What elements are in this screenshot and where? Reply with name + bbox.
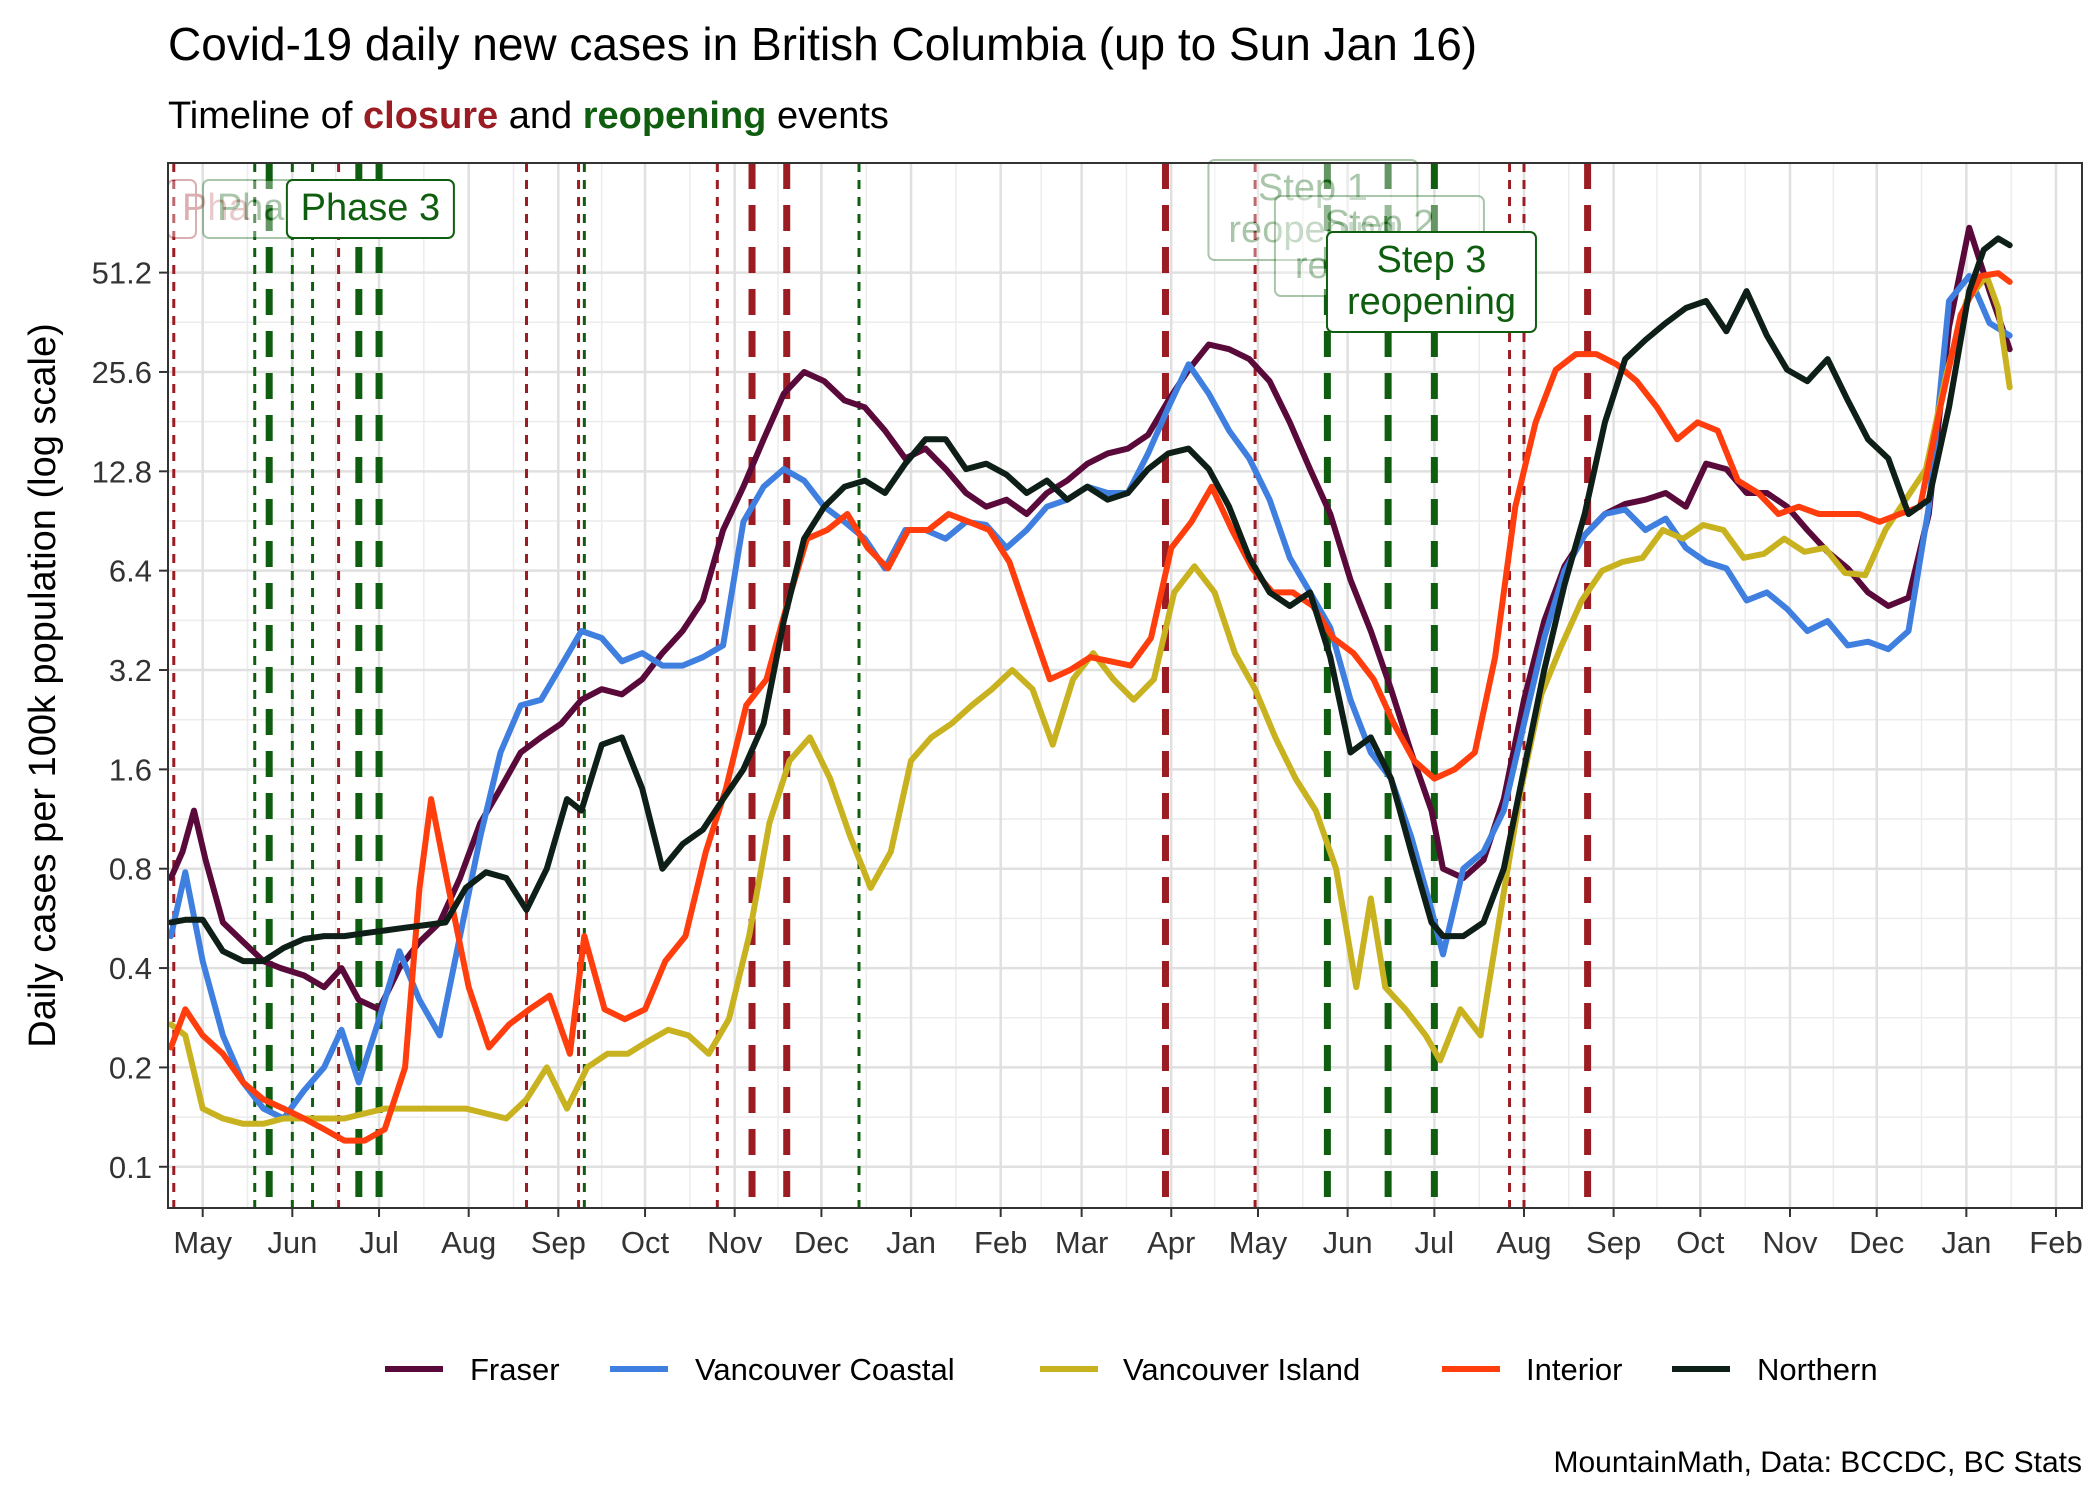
legend-item-vancouver-coastal: Vancouver Coastal <box>610 1352 955 1387</box>
x-tick-label: Dec <box>1849 1225 1904 1260</box>
y-tick-label: 51.2 <box>92 256 152 291</box>
x-tick-label: Oct <box>621 1225 670 1260</box>
y-tick-label: 0.2 <box>109 1050 152 1085</box>
annotation-text: reopening <box>1347 281 1516 323</box>
legend-item-fraser: Fraser <box>385 1352 560 1387</box>
annotation-text: Step 3 <box>1377 239 1487 281</box>
legend-label: Fraser <box>470 1352 560 1387</box>
series-line-vancouver-island <box>167 273 2013 1127</box>
y-tick-label: 6.4 <box>109 554 152 589</box>
legend-item-interior: Interior <box>1442 1352 1622 1387</box>
legend-label: Northern <box>1757 1352 1878 1387</box>
legend-label: Vancouver Coastal <box>695 1352 955 1387</box>
subtitle-middle: and <box>498 95 583 137</box>
legend-label: Interior <box>1526 1352 1622 1387</box>
grid-minor <box>168 163 2082 1208</box>
series-lines <box>167 224 2013 1144</box>
chart-title: Covid-19 daily new cases in British Colu… <box>168 18 1477 70</box>
subtitle-prefix: Timeline of <box>168 95 363 137</box>
legend-item-vancouver-island: Vancouver Island <box>1040 1352 1360 1387</box>
caption: MountainMath, Data: BCCDC, BC Stats <box>1553 1446 2082 1479</box>
y-tick-label: 3.2 <box>109 653 152 688</box>
x-tick-label: Dec <box>794 1225 849 1260</box>
subtitle-reopening: reopening <box>583 95 767 137</box>
x-tick-label: Sep <box>531 1225 586 1260</box>
y-tick-label: 12.8 <box>92 454 152 489</box>
annotation-phase-3: Phase 3 <box>285 179 455 239</box>
chart-subtitle: Timeline of closure and reopening events <box>168 95 889 137</box>
annotation-text: Phase 3 <box>301 187 440 229</box>
annotation-text: Step 1 <box>1258 167 1368 209</box>
x-tick-label: Apr <box>1147 1225 1195 1260</box>
x-tick-label: Jan <box>886 1225 936 1260</box>
y-tick-label: 1.6 <box>109 752 152 787</box>
y-tick-label: 0.8 <box>109 852 152 887</box>
annotation-step-1: Step 1reopening <box>1207 159 1419 261</box>
plot-panel <box>168 163 2082 1208</box>
annotation-text: Pha <box>182 187 250 229</box>
x-tick-label: Sep <box>1586 1225 1641 1260</box>
legend: Fraser Vancouver Coastal Vancouver Island I… <box>385 1352 1878 1387</box>
y-axis: 0.1 0.2 0.4 0.8 1.6 3.2 6.4 12.8 25.6 51.2 <box>92 256 168 1185</box>
subtitle-suffix: events <box>766 95 889 137</box>
plot-border <box>167 162 2083 1209</box>
x-tick-label: Jul <box>1415 1225 1455 1260</box>
legend-label: Vancouver Island <box>1123 1352 1360 1387</box>
x-tick-label: Feb <box>2029 1225 2082 1260</box>
x-tick-label: Oct <box>1676 1225 1725 1260</box>
annotation-box <box>285 179 455 239</box>
x-tick-label: Aug <box>1496 1225 1551 1260</box>
y-tick-label: 25.6 <box>92 355 152 390</box>
annotation-box <box>1325 231 1537 333</box>
y-axis-title: Daily cases per 100k population (log sca… <box>22 323 64 1048</box>
x-tick-label: Jun <box>267 1225 317 1260</box>
x-tick-label: Nov <box>1762 1225 1818 1260</box>
y-tick-label: 0.4 <box>109 951 152 986</box>
subtitle-closure: closure <box>363 95 498 137</box>
x-tick-label: Jan <box>1941 1225 1991 1260</box>
x-tick-label: Jul <box>359 1225 399 1260</box>
y-tick-label: 0.1 <box>109 1150 152 1185</box>
x-tick-label: Feb <box>974 1225 1027 1260</box>
x-tick-label: Mar <box>1055 1225 1108 1260</box>
x-tick-label: Aug <box>441 1225 496 1260</box>
x-tick-label: Jun <box>1323 1225 1373 1260</box>
legend-item-northern: Northern <box>1672 1352 1878 1387</box>
x-tick-label: May <box>1229 1225 1288 1260</box>
x-tick-label: May <box>173 1225 232 1260</box>
x-tick-label: Nov <box>707 1225 763 1260</box>
series-line-interior <box>167 270 2013 1144</box>
series-line-northern <box>167 235 2013 965</box>
x-axis: May Jun Jul Aug Sep Oct Nov Dec Jan Feb Mar Apr May J… <box>173 1208 2083 1260</box>
